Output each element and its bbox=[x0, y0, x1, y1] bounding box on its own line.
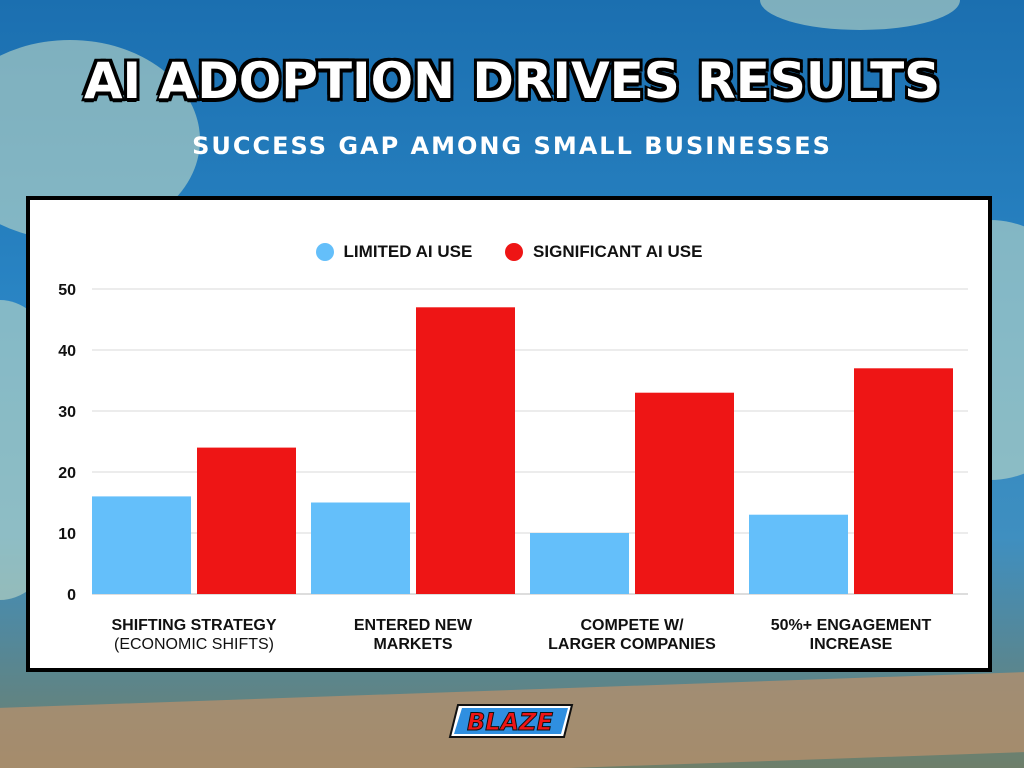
legend-item-limited: LIMITED AI USE bbox=[315, 242, 473, 262]
x-tick-label: LARGER COMPANIES bbox=[548, 636, 716, 653]
x-tick-label: (ECONOMIC SHIFTS) bbox=[114, 636, 274, 653]
bar-limited bbox=[749, 514, 848, 594]
bar-significant bbox=[854, 368, 953, 594]
y-tick-label: 30 bbox=[58, 404, 76, 421]
bar-significant bbox=[635, 392, 734, 594]
legend: LIMITED AI USE SIGNIFICANT AI USE bbox=[30, 242, 988, 266]
x-tick-label: INCREASE bbox=[810, 636, 893, 653]
x-tick-label: SHIFTING STRATEGY bbox=[111, 617, 276, 634]
y-tick-label: 40 bbox=[58, 343, 76, 360]
legend-label-limited: LIMITED AI USE bbox=[343, 242, 473, 261]
legend-label-significant: SIGNIFICANT AI USE bbox=[533, 242, 703, 261]
chart-title: AI ADOPTION DRIVES RESULTS bbox=[83, 52, 941, 110]
x-tick-label: ENTERED NEW bbox=[354, 617, 473, 634]
chart-panel: LIMITED AI USE SIGNIFICANT AI USE 0 10 20 3… bbox=[26, 196, 992, 672]
y-tick-label: 0 bbox=[67, 587, 76, 604]
bar-limited bbox=[530, 533, 629, 594]
bar-significant bbox=[416, 307, 515, 594]
bar-limited bbox=[92, 496, 191, 594]
bar-chart: 0 10 20 30 40 50 SHIFTING STRATEGY (ECONOMIC SH… bbox=[58, 282, 968, 653]
chart-subtitle: SUCCESS GAP AMONG SMALL BUSINESSES bbox=[192, 132, 832, 160]
brand-logo: BLAZE bbox=[448, 704, 574, 738]
y-tick-label: 20 bbox=[58, 465, 76, 482]
bar-significant bbox=[197, 447, 296, 594]
x-tick-label: MARKETS bbox=[373, 636, 452, 653]
y-tick-label: 10 bbox=[58, 526, 76, 543]
legend-swatch-significant bbox=[505, 243, 524, 261]
brand-text: BLAZE bbox=[467, 708, 554, 736]
bar-limited bbox=[311, 502, 410, 594]
y-tick-label: 50 bbox=[58, 282, 76, 299]
cloud-shape bbox=[760, 0, 960, 30]
x-tick-label: COMPETE W/ bbox=[580, 617, 684, 634]
legend-item-significant: SIGNIFICANT AI USE bbox=[505, 242, 702, 262]
legend-swatch-limited bbox=[315, 243, 334, 261]
x-tick-label: 50%+ ENGAGEMENT bbox=[771, 617, 932, 634]
